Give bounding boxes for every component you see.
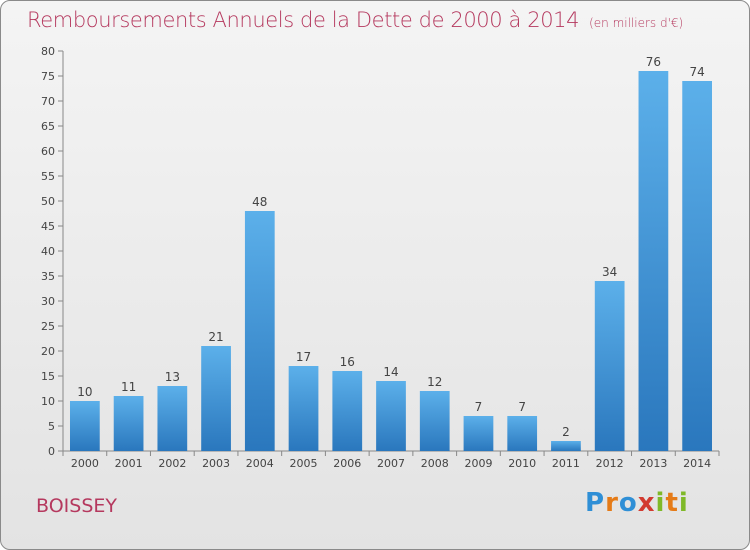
x-tick-label: 2006 [333,457,361,470]
y-tick-label: 25 [41,320,55,333]
y-tick-label: 45 [41,220,55,233]
bar [419,391,450,451]
bar [332,371,363,451]
bar-value-label: 12 [427,375,442,389]
logo-letter: i [655,488,666,518]
bar-value-label: 7 [475,400,483,414]
y-tick-label: 10 [41,395,55,408]
logo-letter: x [637,488,656,518]
x-tick-label: 2000 [71,457,99,470]
bar [376,381,406,451]
bar [288,366,319,451]
proxiti-logo: Proxiti [585,488,689,518]
bar [551,441,581,451]
y-tick-label: 0 [48,445,55,458]
chart-title: Remboursements Annuels de la Dette de 20… [27,8,684,32]
bar [463,416,494,451]
x-tick-label: 2009 [464,457,492,470]
x-tick-label: 2011 [552,457,580,470]
y-tick-label: 30 [41,295,55,308]
y-tick-label: 20 [41,345,55,358]
logo-letter: i [678,488,689,518]
bar-value-label: 17 [296,350,311,364]
bar-value-label: 76 [646,55,661,69]
chart-unit: (en milliers d'€) [589,16,684,30]
x-tick-label: 2013 [639,457,667,470]
bar [113,396,144,451]
logo-letter: P [585,488,606,518]
logo-letter: r [605,488,619,518]
y-tick-label: 75 [41,70,55,83]
x-tick-label: 2012 [596,457,624,470]
x-tick-label: 2007 [377,457,405,470]
y-tick-label: 60 [41,145,55,158]
commune-name: BOISSEY [36,495,117,517]
bar-value-label: 10 [77,385,92,399]
bar-value-label: 14 [383,365,398,379]
bar [69,401,100,451]
x-tick-label: 2001 [115,457,143,470]
y-tick-label: 55 [41,170,55,183]
x-tick-label: 2004 [246,457,274,470]
bar-value-label: 13 [165,370,180,384]
y-tick-label: 15 [41,370,55,383]
y-tick-label: 80 [41,45,55,58]
bar-value-label: 34 [602,265,617,279]
bar [201,346,231,451]
x-tick-label: 2002 [158,457,186,470]
y-tick-label: 5 [48,420,55,433]
x-tick-label: 2003 [202,457,230,470]
bar [682,81,713,451]
logo-letter: t [665,488,679,518]
y-tick-label: 40 [41,245,55,258]
bar [594,281,625,451]
bar-value-label: 16 [340,355,355,369]
bar-value-label: 2 [562,425,570,439]
y-tick-label: 65 [41,120,55,133]
bar [157,386,188,451]
x-tick-label: 2008 [421,457,449,470]
y-tick-label: 70 [41,95,55,108]
bar-value-label: 7 [518,400,526,414]
bar [638,71,669,451]
y-tick-label: 35 [41,270,55,283]
bar [244,211,275,451]
y-tick-label: 50 [41,195,55,208]
bar-value-label: 21 [208,330,223,344]
x-tick-label: 2005 [290,457,318,470]
x-tick-label: 2014 [683,457,711,470]
x-tick-label: 2010 [508,457,536,470]
logo-letter: o [618,488,638,518]
bar [507,416,538,451]
bar-value-label: 48 [252,195,267,209]
bar-value-label: 11 [121,380,136,394]
bar-value-label: 74 [689,65,704,79]
